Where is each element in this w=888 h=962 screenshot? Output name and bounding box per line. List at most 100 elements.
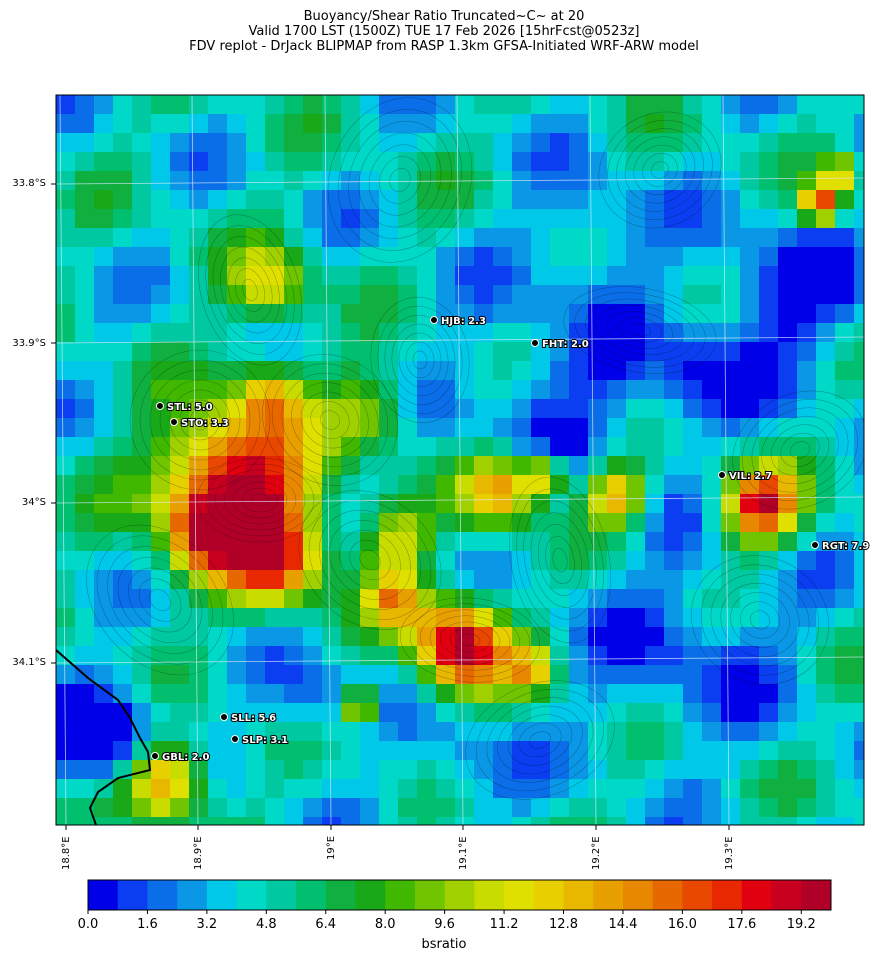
heatmap-cell [246, 798, 266, 818]
heatmap-cell [56, 171, 76, 191]
heatmap-cell [246, 418, 266, 438]
heatmap-cell [683, 551, 703, 571]
heatmap-cell [493, 190, 513, 210]
heatmap-cell [94, 589, 114, 609]
heatmap-cell [607, 304, 627, 324]
heatmap-cell [208, 608, 228, 628]
heatmap-cell [284, 513, 304, 533]
heatmap-cell [417, 589, 437, 609]
contour-line [327, 97, 473, 263]
heatmap-cell [284, 456, 304, 476]
heatmap-cell [474, 684, 494, 704]
heatmap-cell [626, 228, 646, 248]
heatmap-cell [360, 95, 380, 115]
heatmap-cell [645, 494, 665, 514]
heatmap-cell [322, 798, 342, 818]
heatmap-cell [227, 399, 247, 419]
heatmap-cell [588, 779, 608, 799]
title-line-2: Valid 1700 LST (1500Z) TUE 17 Feb 2026 [… [248, 24, 640, 39]
heatmap-cell [588, 608, 608, 628]
heatmap-cell [759, 608, 779, 628]
heatmap-cell [417, 171, 437, 191]
graticule-line [456, 95, 464, 825]
heatmap-cell [455, 323, 475, 343]
contour-line [749, 610, 771, 630]
heatmap-cell [740, 665, 760, 685]
heatmap-cell [360, 494, 380, 514]
heatmap-cell [474, 228, 494, 248]
heatmap-cell [56, 418, 76, 438]
heatmap-cell [455, 646, 475, 666]
heatmap-cell [341, 209, 361, 229]
heatmap-cell [702, 798, 722, 818]
heatmap-cell [816, 760, 836, 780]
graticule-line [59, 95, 67, 825]
heatmap-cell [113, 190, 133, 210]
heatmap-cell [588, 456, 608, 476]
heatmap-cell [94, 475, 114, 495]
heatmap-cell [626, 570, 646, 590]
heatmap-cell [170, 285, 190, 305]
heatmap-cell [759, 779, 779, 799]
heatmap-cell [398, 513, 418, 533]
heatmap-cell [531, 266, 551, 286]
heatmap-cell [759, 228, 779, 248]
heatmap-cell [835, 380, 855, 400]
heatmap-cell [645, 190, 665, 210]
heatmap-cell [284, 798, 304, 818]
heatmap-cell [512, 665, 532, 685]
colorbar-swatch [236, 880, 267, 910]
heatmap-cell [227, 646, 247, 666]
heatmap-cell [607, 285, 627, 305]
heatmap-cell [645, 342, 665, 362]
heatmap-cell [379, 361, 399, 381]
heatmap-cell [284, 209, 304, 229]
heatmap-cell [246, 760, 266, 780]
heatmap-cell [208, 114, 228, 134]
heatmap-cell [683, 456, 703, 476]
heatmap-cell [360, 380, 380, 400]
heatmap-cell [265, 171, 285, 191]
heatmap-cell [493, 133, 513, 153]
heatmap-cell [531, 760, 551, 780]
heatmap-cell [208, 380, 228, 400]
heatmap-cell [740, 190, 760, 210]
heatmap-cell [436, 190, 456, 210]
heatmap-cell [493, 209, 513, 229]
heatmap-cell [94, 722, 114, 742]
heatmap-cell [683, 361, 703, 381]
heatmap-cell [227, 475, 247, 495]
heatmap-cell [189, 380, 209, 400]
heatmap-cell [360, 437, 380, 457]
heatmap-cell [455, 228, 475, 248]
heatmap-cell [417, 399, 437, 419]
heatmap-cell [436, 285, 456, 305]
heatmap-cell [759, 627, 779, 647]
heatmap-cell [151, 133, 171, 153]
heatmap-cell [797, 551, 817, 571]
heatmap-cell [778, 608, 798, 628]
heatmap-cell [189, 741, 209, 761]
heatmap-cell [797, 608, 817, 628]
heatmap-cell [455, 475, 475, 495]
heatmap-cell [474, 114, 494, 134]
heatmap-cell [531, 323, 551, 343]
heatmap-cell [854, 456, 864, 476]
heatmap-cell [778, 228, 798, 248]
heatmap-cell [683, 266, 703, 286]
heatmap-cell [265, 760, 285, 780]
heatmap-cell [455, 589, 475, 609]
heatmap-cell [170, 247, 190, 267]
heatmap-cell [778, 741, 798, 761]
contour-line [497, 705, 583, 775]
heatmap-cell [626, 494, 646, 514]
lon-label-19-2: 19.2°E [591, 836, 602, 870]
heatmap-cell [607, 342, 627, 362]
heatmap-cell [626, 551, 646, 571]
heatmap-cell [721, 323, 741, 343]
heatmap-cell [835, 95, 855, 115]
heatmap-cell [379, 608, 399, 628]
heatmap-cell [227, 627, 247, 647]
terrain-contours [86, 97, 864, 800]
heatmap-cell [702, 494, 722, 514]
